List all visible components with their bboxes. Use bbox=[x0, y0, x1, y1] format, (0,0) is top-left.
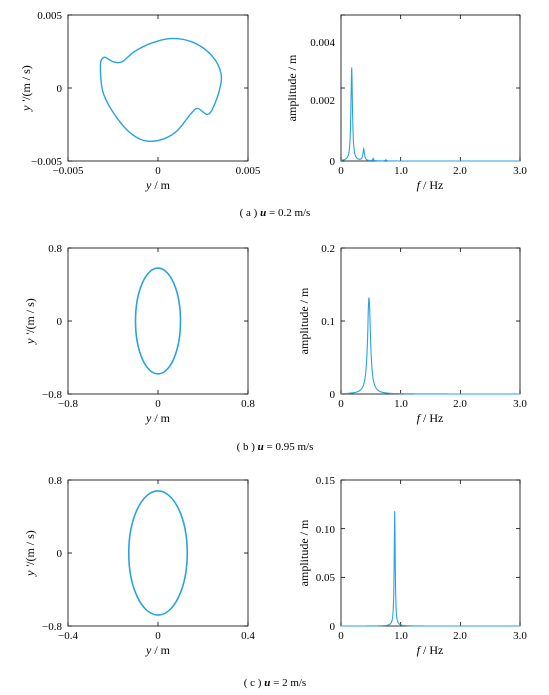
x-tick: 0 bbox=[155, 165, 161, 177]
y-tick: 0 bbox=[57, 83, 63, 95]
y-tick: 0.8 bbox=[48, 243, 62, 255]
y-tick: 0 bbox=[330, 389, 336, 401]
x-tick: 3.0 bbox=[513, 630, 527, 642]
x-tick: 0 bbox=[338, 630, 344, 642]
y-axis-label: y ′/(m / s) bbox=[19, 65, 33, 112]
y-tick: −0.005 bbox=[31, 156, 62, 168]
x-tick: 2.0 bbox=[453, 398, 467, 410]
x-tick: 0.4 bbox=[241, 630, 255, 642]
x-tick: 0 bbox=[338, 165, 344, 177]
caption-b: ( b ) u = 0.95 m/s bbox=[237, 441, 314, 453]
y-tick: 0 bbox=[57, 548, 63, 560]
y-axis-label: amplitude / m bbox=[297, 519, 311, 586]
y-tick: 0.004 bbox=[310, 37, 335, 49]
amplitude-spectrum bbox=[341, 67, 520, 162]
panel-b-phase: 0.8 0 −0.8 −0.8 0 0.8 y / m y ′/(m / s) bbox=[23, 243, 255, 425]
y-tick: 0.005 bbox=[37, 10, 62, 22]
panel-a-spectrum: 0.004 0.002 0 0 1.0 2.0 3.0 f / Hz ampli… bbox=[285, 14, 527, 192]
x-tick: 0.8 bbox=[241, 398, 255, 410]
x-axis-label: y / m bbox=[145, 643, 171, 657]
x-tick: −0.8 bbox=[58, 398, 78, 410]
y-tick: 0.10 bbox=[316, 524, 336, 536]
caption-c: ( c ) u = 2 m/s bbox=[244, 677, 306, 689]
panel-c-phase: 0.8 0 −0.8 −0.4 0 0.4 y / m y ′/(m / s) bbox=[23, 475, 255, 657]
axes-frame bbox=[67, 479, 249, 627]
x-axis-label: f / Hz bbox=[417, 411, 444, 425]
y-axis-label: y ′/(m / s) bbox=[23, 298, 37, 345]
phase-trajectory bbox=[127, 490, 189, 616]
caption-a: ( a ) u = 0.2 m/s bbox=[240, 207, 311, 219]
y-tick: 0.8 bbox=[48, 475, 62, 487]
x-tick: 3.0 bbox=[513, 165, 527, 177]
panel-a-phase: 0.005 0 −0.005 −0.005 0 0.005 y / m y ′/… bbox=[19, 10, 261, 192]
x-axis-label: f / Hz bbox=[417, 178, 444, 192]
y-tick: 0.1 bbox=[321, 316, 335, 328]
y-tick: 0 bbox=[330, 156, 336, 168]
y-tick: 0 bbox=[57, 316, 63, 328]
y-axis-label: amplitude / m bbox=[297, 287, 311, 354]
panel-b-spectrum: 0.2 0.1 0 0 1.0 2.0 3.0 f / Hz amplitude… bbox=[297, 243, 527, 425]
amplitude-spectrum bbox=[341, 297, 520, 395]
amplitude-spectrum bbox=[341, 511, 520, 627]
x-tick: 0 bbox=[155, 630, 161, 642]
axes-frame bbox=[67, 247, 249, 395]
x-tick: 2.0 bbox=[453, 165, 467, 177]
x-tick: 0 bbox=[155, 398, 161, 410]
y-tick: −0.8 bbox=[42, 389, 62, 401]
x-axis-label: y / m bbox=[145, 411, 171, 425]
y-tick: 0.15 bbox=[316, 475, 336, 487]
phase-trajectory bbox=[99, 37, 223, 143]
axes-frame bbox=[340, 14, 521, 162]
x-axis-label: f / Hz bbox=[417, 643, 444, 657]
y-tick: 0.002 bbox=[310, 95, 335, 107]
x-tick: 1.0 bbox=[394, 165, 408, 177]
x-tick: −0.4 bbox=[58, 630, 78, 642]
x-tick: 1.0 bbox=[394, 630, 408, 642]
y-tick: 0.05 bbox=[316, 572, 336, 584]
y-tick: −0.8 bbox=[42, 621, 62, 633]
axes-frame bbox=[67, 14, 249, 162]
y-axis-label: y ′/(m / s) bbox=[23, 530, 37, 577]
phase-trajectory bbox=[134, 267, 182, 375]
x-tick: 0.005 bbox=[236, 165, 261, 177]
y-tick: 0 bbox=[330, 621, 336, 633]
y-axis-label: amplitude / m bbox=[285, 54, 299, 121]
y-tick: 0.2 bbox=[321, 243, 335, 255]
x-axis-label: y / m bbox=[145, 178, 171, 192]
x-tick: −0.005 bbox=[53, 165, 84, 177]
x-tick: 3.0 bbox=[513, 398, 527, 410]
x-tick: 1.0 bbox=[394, 398, 408, 410]
x-tick: 2.0 bbox=[453, 630, 467, 642]
axes-frame bbox=[340, 479, 521, 627]
x-tick: 0 bbox=[338, 398, 344, 410]
panel-c-spectrum: 0.15 0.10 0.05 0 0 1.0 2.0 3.0 f / Hz am… bbox=[297, 475, 527, 657]
